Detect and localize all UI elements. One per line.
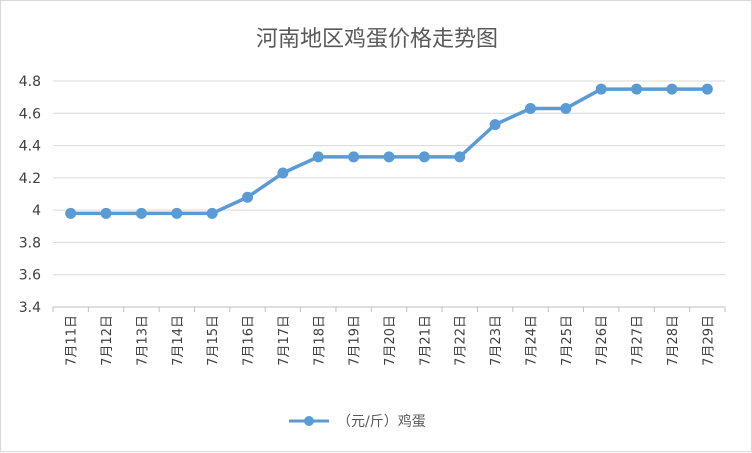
gridlines	[53, 80, 725, 276]
x-tick-label: 7月12日	[100, 315, 115, 366]
data-point[interactable]	[489, 119, 501, 131]
x-tick-label: 7月23日	[489, 315, 504, 366]
y-tick-label: 3.8	[19, 235, 41, 251]
y-tick-label: 4.4	[19, 139, 41, 155]
data-point[interactable]	[100, 207, 112, 219]
data-point[interactable]	[135, 207, 147, 219]
data-point[interactable]	[454, 151, 466, 163]
x-tick-label: 7月28日	[666, 315, 681, 366]
x-tick-label: 7月15日	[206, 315, 221, 366]
x-tick-label: 7月24日	[524, 315, 539, 366]
x-tick-label: 7月26日	[595, 315, 610, 366]
x-axis-ticks: 7月11日 7月12日 7月13日 7月14日 7月15日 7月16日 7月17日 7月18日…	[52, 307, 726, 366]
x-tick-label: 7月16日	[242, 315, 257, 366]
legend[interactable]: （元/斤）鸡蛋	[289, 413, 426, 430]
x-tick-label: 7月13日	[135, 315, 150, 366]
legend-point-marker	[304, 416, 314, 426]
x-tick-label: 7月19日	[348, 315, 363, 366]
data-point[interactable]	[242, 191, 254, 203]
data-point[interactable]	[631, 83, 643, 95]
data-point[interactable]	[277, 167, 289, 179]
data-point[interactable]	[418, 151, 430, 163]
x-tick-label: 7月29日	[701, 315, 716, 366]
y-axis-ticks: 3.4 3.6 3.8 4 4.2 4.4 4.6 4.8	[19, 74, 41, 316]
y-tick-label: 4.6	[19, 106, 41, 122]
data-point[interactable]	[524, 102, 536, 114]
legend-label: （元/斤）鸡蛋	[337, 413, 426, 430]
x-tick-label: 7月18日	[312, 315, 327, 366]
x-tick-label: 7月20日	[383, 315, 398, 366]
data-point[interactable]	[666, 83, 678, 95]
data-point[interactable]	[348, 151, 360, 163]
x-tick-label: 7月25日	[560, 315, 575, 366]
data-point[interactable]	[595, 83, 607, 95]
y-tick-label: 4.2	[19, 171, 41, 187]
y-tick-label: 3.6	[19, 268, 41, 284]
data-point[interactable]	[171, 207, 183, 219]
series-line	[70, 87, 708, 216]
x-tick-label: 7月17日	[277, 315, 292, 366]
series-layer	[65, 83, 713, 219]
data-point[interactable]	[383, 151, 395, 163]
x-tick-label: 7月22日	[454, 315, 469, 366]
data-point[interactable]	[65, 207, 77, 219]
y-tick-label: 4	[32, 203, 41, 219]
y-tick-label: 4.8	[19, 74, 41, 90]
x-tick-label: 7月21日	[418, 315, 433, 366]
data-point[interactable]	[701, 83, 713, 95]
chart-title: 河南地区鸡蛋价格走势图	[256, 27, 498, 52]
x-tick-label: 7月14日	[171, 315, 186, 366]
data-point[interactable]	[206, 207, 218, 219]
x-tick-label: 7月27日	[631, 315, 646, 366]
x-tick-label: 7月11日	[65, 315, 80, 366]
y-tick-label: 3.4	[19, 300, 41, 316]
data-point[interactable]	[312, 151, 324, 163]
data-point[interactable]	[560, 102, 572, 114]
